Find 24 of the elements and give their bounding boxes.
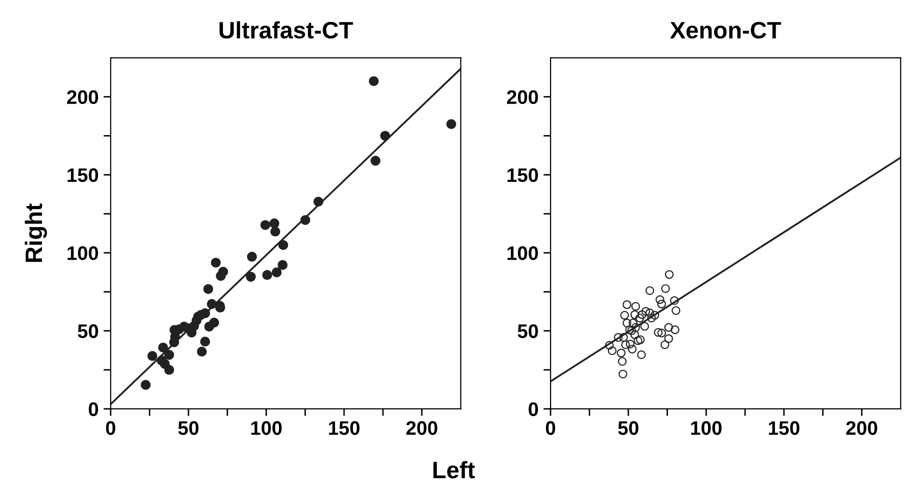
x-axis-title: Left <box>433 461 475 478</box>
y-tick-label: 0 <box>88 402 98 416</box>
y-tick-label: 100 <box>68 246 98 260</box>
y-tick-label: 150 <box>508 168 538 182</box>
y-tick-label: 200 <box>67 90 98 104</box>
x-tick-label: 50 <box>618 421 638 435</box>
x-tick-label: 50 <box>178 421 198 435</box>
y-tick-label: 50 <box>78 324 98 338</box>
x-tick-label: 150 <box>329 421 360 435</box>
x-tick-label: 200 <box>406 421 438 435</box>
x-tick-label: 150 <box>768 421 800 435</box>
x-tick-label: 100 <box>251 421 282 435</box>
y-tick-label: 50 <box>518 324 538 338</box>
chart-title: Xenon-CT <box>670 22 782 39</box>
y-axis-title: Right <box>24 203 47 262</box>
x-tick-label: 200 <box>846 421 878 435</box>
x-tick-label: 0 <box>106 421 116 435</box>
y-tick-label: 200 <box>506 90 538 104</box>
y-tick-label: 150 <box>68 168 98 182</box>
y-tick-label: 0 <box>528 402 538 416</box>
chart-title: Ultrafast-CT <box>220 21 354 39</box>
x-tick-label: 0 <box>546 421 556 435</box>
y-tick-label: 100 <box>508 246 538 260</box>
x-tick-label: 100 <box>691 421 722 435</box>
